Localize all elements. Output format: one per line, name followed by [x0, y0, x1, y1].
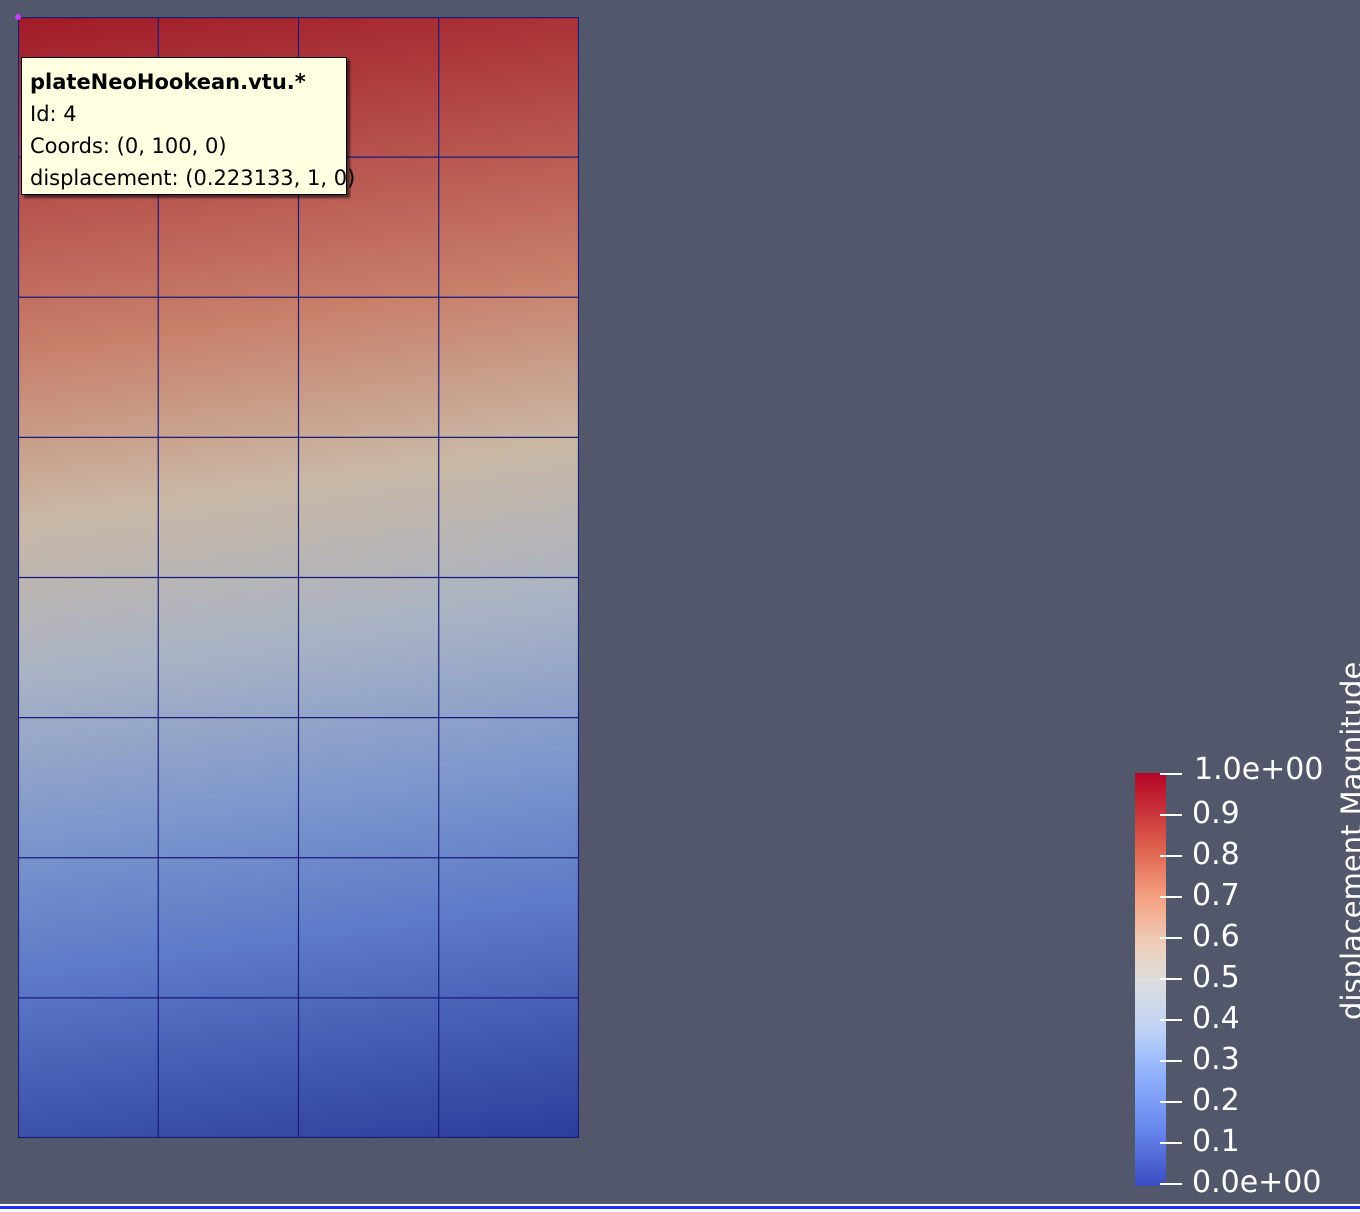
legend-max-label: 1.0e+00: [1194, 752, 1324, 787]
legend-tick: [1160, 1101, 1182, 1103]
legend-title: displacement Magnitude: [1335, 661, 1360, 1020]
tooltip-coords: Coords: (0, 100, 0): [30, 134, 227, 158]
tooltip-title: plateNeoHookean.vtu.*: [30, 70, 306, 94]
legend-tick: [1160, 1142, 1182, 1144]
legend-tick-label: 0.7: [1192, 878, 1240, 913]
legend-tick: [1160, 978, 1182, 980]
mesh-plate[interactable]: [18, 17, 579, 1138]
legend-tick: [1160, 814, 1182, 816]
legend-tick-label: 0.3: [1192, 1042, 1240, 1077]
point-info-tooltip: plateNeoHookean.vtu.* Id: 4 Coords: (0, …: [21, 57, 356, 195]
legend-tick-max: [1160, 773, 1182, 775]
legend-tick-min: [1160, 1183, 1182, 1185]
color-legend[interactable]: 1.0e+00 0.0e+00 displacement Magnitude 0…: [1120, 662, 1360, 1200]
tooltip-id: Id: 4: [30, 102, 77, 126]
legend-tick: [1160, 1060, 1182, 1062]
legend-tick-label: 0.1: [1192, 1124, 1240, 1159]
legend-tick: [1160, 1019, 1182, 1021]
mesh-grid: [18, 17, 579, 1138]
legend-tick-label: 0.6: [1192, 919, 1240, 954]
active-view-indicator: [0, 1206, 1360, 1209]
legend-tick-label: 0.4: [1192, 1001, 1240, 1036]
legend-tick: [1160, 937, 1182, 939]
legend-tick: [1160, 896, 1182, 898]
legend-tick-label: 0.5: [1192, 960, 1240, 995]
picked-point-marker: [15, 14, 21, 20]
legend-tick-label: 0.8: [1192, 837, 1240, 872]
viewport-bottom-border: [0, 1204, 1360, 1212]
legend-tick-label: 0.2: [1192, 1083, 1240, 1118]
tooltip-displacement: displacement: (0.223133, 1, 0): [30, 166, 356, 190]
legend-tick: [1160, 855, 1182, 857]
legend-min-label: 0.0e+00: [1192, 1165, 1322, 1200]
legend-tick-label: 0.9: [1192, 796, 1240, 831]
